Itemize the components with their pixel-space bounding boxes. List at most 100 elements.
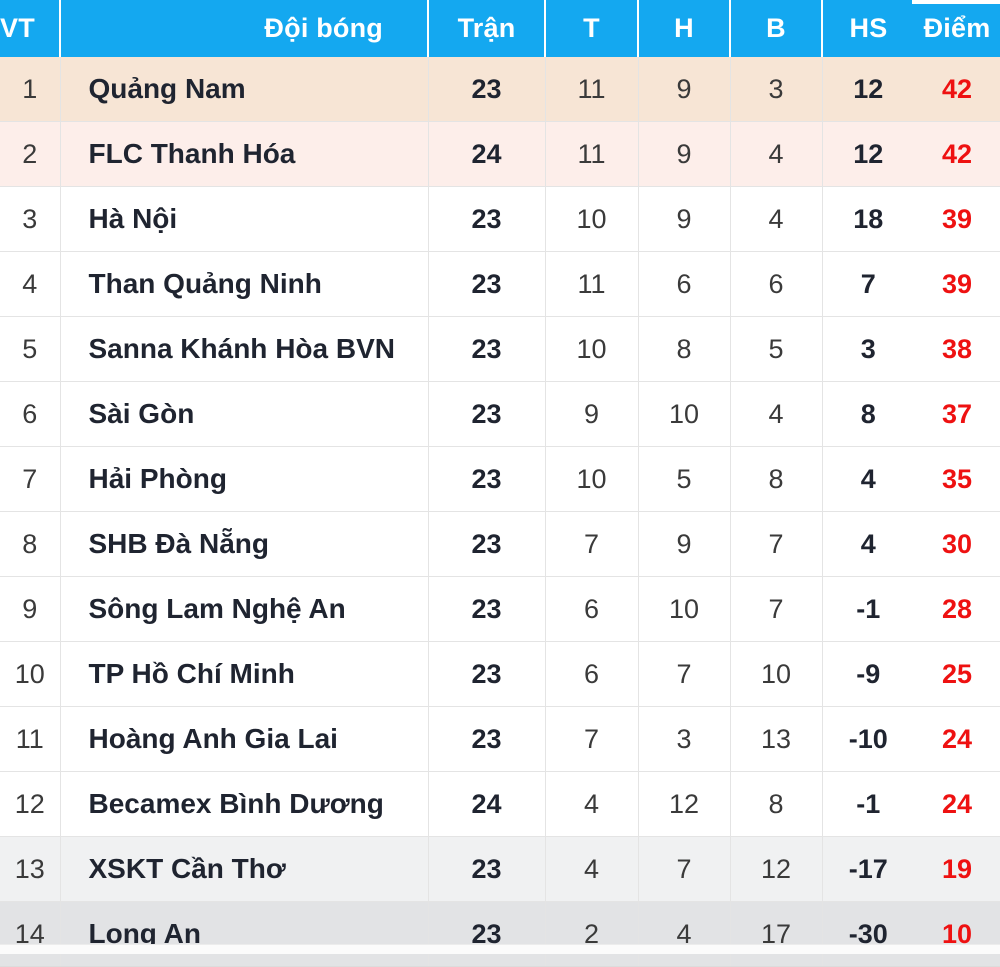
- cell-won: 6: [545, 576, 639, 642]
- cell-drawn: 9: [638, 57, 731, 122]
- cell-lost: 12: [730, 836, 823, 902]
- cell-team-name: Long An: [60, 901, 429, 967]
- table-row[interactable]: 7 Hải Phòng 23 10 5 8 4 35: [0, 446, 1000, 512]
- table-row[interactable]: 5 Sanna Khánh Hòa BVN 23 10 8 5 3 38: [0, 316, 1000, 382]
- cell-team-name: SHB Đà Nẵng: [60, 511, 429, 577]
- cell-points: 35: [914, 446, 1000, 512]
- cell-played: 23: [428, 641, 546, 707]
- cell-goal-difference: 18: [822, 186, 914, 252]
- cell-points: 25: [914, 641, 1000, 707]
- table-header: VT Đội bóng Trận T H B HS Điểm: [0, 0, 1000, 57]
- table-row[interactable]: 14 Long An 23 2 4 17 -30 10: [0, 901, 1000, 967]
- cell-played: 23: [428, 901, 546, 967]
- cell-won: 11: [545, 57, 639, 122]
- cell-points: 42: [914, 57, 1000, 122]
- cell-position: 3: [0, 186, 61, 252]
- cell-won: 10: [545, 186, 639, 252]
- cell-won: 7: [545, 706, 639, 772]
- cell-points: 30: [914, 511, 1000, 577]
- cell-position: 12: [0, 771, 61, 837]
- column-header-lost[interactable]: B: [730, 0, 823, 57]
- cell-goal-difference: 3: [822, 316, 914, 382]
- cell-team-name: Hà Nội: [60, 186, 429, 252]
- cell-played: 23: [428, 576, 546, 642]
- cell-points: 28: [914, 576, 1000, 642]
- cell-played: 23: [428, 316, 546, 382]
- cell-lost: 7: [730, 511, 823, 577]
- table-bottom-strip: [0, 944, 1000, 954]
- cell-goal-difference: 4: [822, 446, 914, 512]
- cell-goal-difference: -1: [822, 771, 914, 837]
- cell-points: 37: [914, 381, 1000, 447]
- cell-lost: 8: [730, 446, 823, 512]
- cell-won: 7: [545, 511, 639, 577]
- column-header-position[interactable]: VT: [0, 0, 61, 57]
- table-row[interactable]: 2 FLC Thanh Hóa 24 11 9 4 12 42: [0, 121, 1000, 187]
- table-row[interactable]: 1 Quảng Nam 23 11 9 3 12 42: [0, 57, 1000, 122]
- table-row[interactable]: 3 Hà Nội 23 10 9 4 18 39: [0, 186, 1000, 252]
- table-row[interactable]: 8 SHB Đà Nẵng 23 7 9 7 4 30: [0, 511, 1000, 577]
- cell-team-name: TP Hồ Chí Minh: [60, 641, 429, 707]
- cell-drawn: 5: [638, 446, 731, 512]
- cell-team-name: FLC Thanh Hóa: [60, 121, 429, 187]
- cell-drawn: 8: [638, 316, 731, 382]
- cell-drawn: 4: [638, 901, 731, 967]
- cell-position: 13: [0, 836, 61, 902]
- column-header-drawn[interactable]: H: [638, 0, 731, 57]
- column-header-played[interactable]: Trận: [428, 0, 546, 57]
- table-row[interactable]: 6 Sài Gòn 23 9 10 4 8 37: [0, 381, 1000, 447]
- table-row[interactable]: 11 Hoàng Anh Gia Lai 23 7 3 13 -10 24: [0, 706, 1000, 772]
- column-header-goal-difference[interactable]: HS: [822, 0, 914, 57]
- cell-points: 38: [914, 316, 1000, 382]
- cell-position: 9: [0, 576, 61, 642]
- cell-won: 4: [545, 836, 639, 902]
- cell-points: 42: [914, 121, 1000, 187]
- cell-goal-difference: -9: [822, 641, 914, 707]
- column-header-won[interactable]: T: [545, 0, 639, 57]
- cell-points: 39: [914, 186, 1000, 252]
- cell-played: 23: [428, 836, 546, 902]
- cell-position: 8: [0, 511, 61, 577]
- cell-goal-difference: 4: [822, 511, 914, 577]
- cell-position: 5: [0, 316, 61, 382]
- table-row[interactable]: 12 Becamex Bình Dương 24 4 12 8 -1 24: [0, 771, 1000, 837]
- cell-drawn: 12: [638, 771, 731, 837]
- cell-played: 23: [428, 706, 546, 772]
- cell-played: 23: [428, 186, 546, 252]
- cell-team-name: Hải Phòng: [60, 446, 429, 512]
- cell-played: 23: [428, 251, 546, 317]
- cell-drawn: 7: [638, 641, 731, 707]
- cell-drawn: 10: [638, 576, 731, 642]
- cell-points: 24: [914, 771, 1000, 837]
- column-header-points[interactable]: Điểm: [912, 0, 1000, 57]
- cell-won: 6: [545, 641, 639, 707]
- cell-goal-difference: -1: [822, 576, 914, 642]
- cell-position: 1: [0, 57, 61, 122]
- table-row[interactable]: 4 Than Quảng Ninh 23 11 6 6 7 39: [0, 251, 1000, 317]
- column-header-team[interactable]: Đội bóng: [60, 0, 429, 57]
- cell-points: 24: [914, 706, 1000, 772]
- cell-lost: 5: [730, 316, 823, 382]
- table-row[interactable]: 10 TP Hồ Chí Minh 23 6 7 10 -9 25: [0, 641, 1000, 707]
- table-row[interactable]: 9 Sông Lam Nghệ An 23 6 10 7 -1 28: [0, 576, 1000, 642]
- cell-position: 7: [0, 446, 61, 512]
- table-body: 1 Quảng Nam 23 11 9 3 12 42 2 FLC Thanh Hóa 24 11 9 4…: [0, 57, 1000, 967]
- cell-lost: 6: [730, 251, 823, 317]
- cell-drawn: 9: [638, 186, 731, 252]
- cell-won: 9: [545, 381, 639, 447]
- cell-position: 10: [0, 641, 61, 707]
- cell-goal-difference: 12: [822, 121, 914, 187]
- cell-position: 6: [0, 381, 61, 447]
- cell-team-name: Sài Gòn: [60, 381, 429, 447]
- cell-lost: 4: [730, 121, 823, 187]
- cell-position: 4: [0, 251, 61, 317]
- cell-won: 2: [545, 901, 639, 967]
- cell-won: 4: [545, 771, 639, 837]
- cell-drawn: 7: [638, 836, 731, 902]
- cell-lost: 7: [730, 576, 823, 642]
- table-row[interactable]: 13 XSKT Cần Thơ 23 4 7 12 -17 19: [0, 836, 1000, 902]
- cell-position: 2: [0, 121, 61, 187]
- cell-lost: 4: [730, 186, 823, 252]
